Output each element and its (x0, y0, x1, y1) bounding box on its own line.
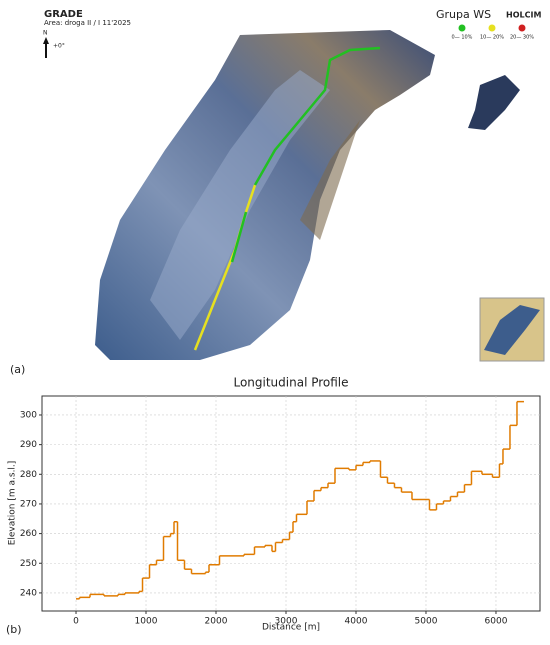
x-tick-label: 4000 (345, 617, 368, 627)
chart-title: Longitudinal Profile (233, 376, 348, 390)
x-tick-label: 0 (73, 617, 79, 627)
aerial-map (43, 30, 545, 362)
map-title: GRADE (44, 9, 83, 20)
legend-swatch (518, 24, 526, 32)
y-tick-label: 240 (20, 588, 37, 598)
legend-label: 20— 30% (510, 35, 534, 41)
legend-swatch (488, 24, 496, 32)
x-tick-label: 6000 (485, 617, 508, 627)
bearing: +0° (53, 43, 65, 50)
x-axis-label: Distance [m] (262, 623, 320, 633)
y-tick-label: 270 (20, 499, 37, 509)
north-label: N (43, 30, 48, 37)
x-tick-label: 1000 (135, 617, 158, 627)
brand-logo: HOLCIM (506, 11, 541, 20)
brand: Grupa WS (436, 8, 491, 21)
legend-swatch (458, 24, 466, 32)
y-tick-label: 300 (20, 410, 37, 420)
y-tick-label: 290 (20, 440, 37, 450)
y-tick-label: 260 (20, 529, 37, 539)
legend-label: 10— 20% (480, 35, 504, 41)
y-tick-label: 280 (20, 470, 37, 480)
y-axis-label: Elevation [m a.s.l.] (8, 461, 18, 546)
x-tick-label: 2000 (205, 617, 228, 627)
plot-frame (41, 395, 541, 612)
map-legend: 0— 10% 10— 20% 20— 30% (452, 24, 534, 41)
panel-label: (b) (6, 623, 22, 636)
panel-label: (a) (10, 363, 25, 376)
x-tick-label: 5000 (415, 617, 438, 627)
legend-label: 0— 10% (452, 35, 473, 41)
y-tick-label: 250 (20, 559, 37, 569)
map-subtitle: Area: droga II / I 11'2025 (44, 19, 131, 27)
x-tick-label: 3000 (275, 617, 298, 627)
